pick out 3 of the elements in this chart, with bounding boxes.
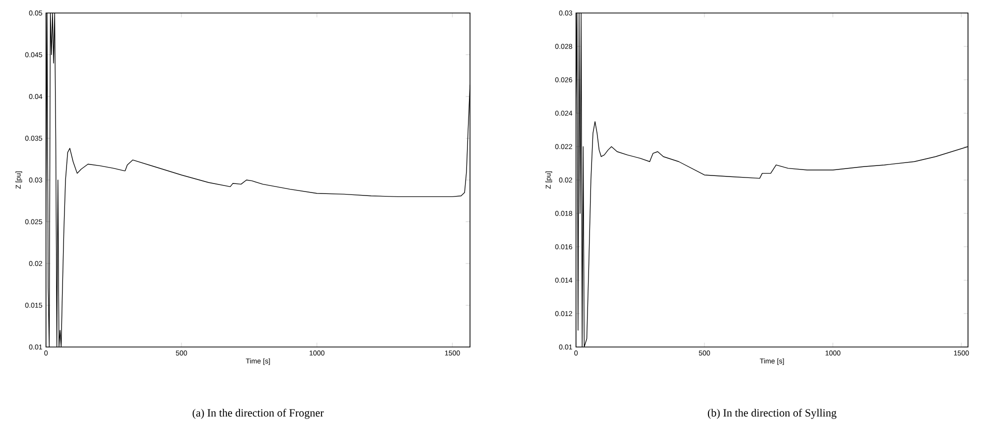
line-series — [576, 13, 968, 347]
text: (a) In the direction of Frogner — [192, 408, 324, 419]
text: (b) In the direction of Sylling — [708, 408, 836, 419]
